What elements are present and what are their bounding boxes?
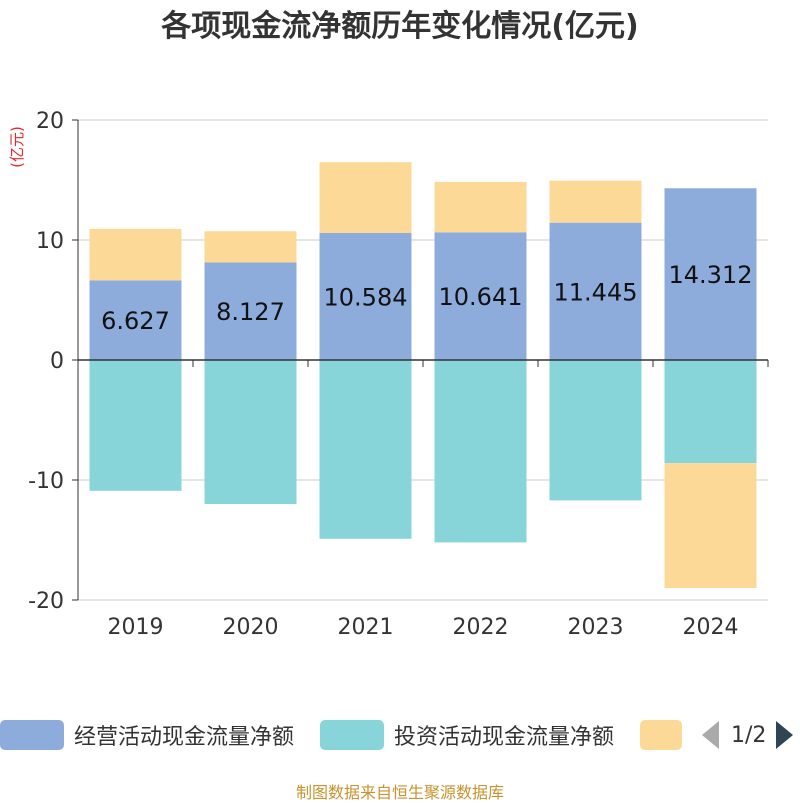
bar-series1 [664,360,757,464]
data-label: 14.312 [669,261,753,289]
legend-item-investing[interactable]: 投资活动现金流量净额 [320,718,614,752]
x-tick-label: 2020 [223,615,279,640]
bar-series1 [89,360,182,491]
legend-item-operating[interactable]: 经营活动现金流量净额 [0,718,294,752]
bar-series2 [549,180,642,223]
data-label: 11.445 [554,278,638,306]
bar-series0 [664,188,757,360]
y-tick-label: -10 [28,469,64,494]
chart-title: 各项现金流净额历年变化情况(亿元) [160,9,638,44]
legend-swatch-financing [640,720,682,750]
bar-series0 [204,262,297,360]
bar-series1 [549,360,642,501]
x-tick-label: 2023 [568,615,624,640]
bar-series2 [319,162,412,233]
bar-series1 [434,360,527,543]
data-label: 8.127 [216,298,285,326]
bar-series2 [434,181,527,233]
legend-pager: 1/2 [702,719,794,751]
x-tick-label: 2019 [108,615,164,640]
x-tick-label: 2021 [338,615,394,640]
y-axis-unit-label: (亿元) [8,126,26,168]
bar-series0 [89,280,182,360]
bar-series2 [89,228,182,281]
legend-swatch-operating [0,720,64,750]
y-tick-label: -20 [28,589,64,614]
y-tick-label: 10 [36,229,64,254]
legend-label-investing: 投资活动现金流量净额 [394,725,615,750]
bar-series0 [319,232,412,360]
bar-series2 [204,231,297,263]
y-tick-label: 0 [50,349,64,374]
bar-series0 [434,232,527,360]
bar-series0 [549,222,642,360]
legend-next-page-icon[interactable] [776,721,794,749]
source-footer: 制图数据来自恒生聚源数据库 [295,783,504,802]
data-label: 6.627 [101,307,170,335]
data-label: 10.641 [439,283,523,311]
y-tick-label: 20 [36,109,64,134]
legend-swatch-investing [320,720,384,750]
legend-label-operating: 经营活动现金流量净额 [74,725,295,750]
bar-series2 [664,463,757,588]
legend-item-financing[interactable] [640,718,692,752]
x-tick-label: 2024 [683,615,739,640]
legend-page-indicator: 1/2 [731,722,767,748]
legend-prev-page-icon[interactable] [702,721,719,749]
bar-series1 [204,360,297,504]
bar-series1 [319,360,412,539]
data-label: 10.584 [324,283,408,311]
x-tick-label: 2022 [453,615,509,640]
